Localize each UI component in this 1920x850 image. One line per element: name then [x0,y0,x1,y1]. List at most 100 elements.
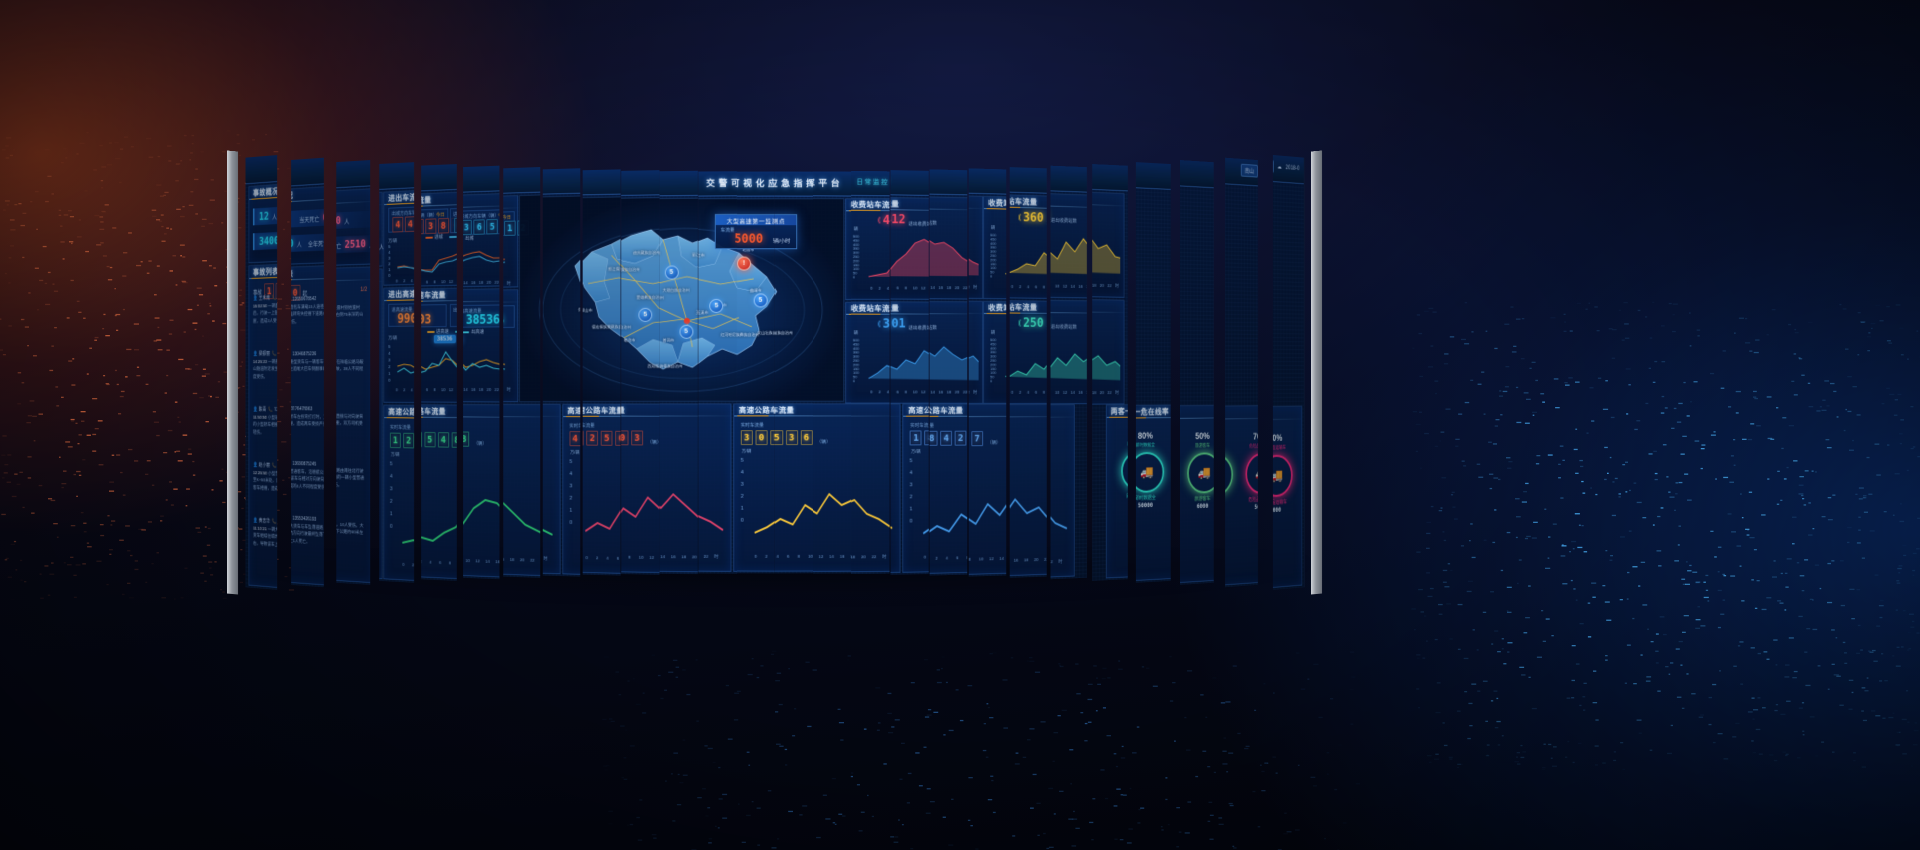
panel-header: 进出高速车流量 [384,286,414,301]
stat-row: 12 人 当天死亡 0 人 [253,203,277,226]
x-tick: 22 [530,558,535,563]
y-tick: 5 [388,344,391,349]
toll-stations-group: 收费站车流量((412进出收费站数辆5004504003503002502001… [582,169,620,176]
map-container[interactable]: 迪庆藏族自治州丽江市怒江傈僳族自治州大理白族自治州昭通市昆明市曲靖市楚雄彝族自治… [621,194,659,402]
map-container[interactable]: 迪庆藏族自治州丽江市怒江傈僳族自治州大理白族自治州昭通市昆明市曲靖市楚雄彝族自治… [698,197,737,401]
digit: 1 [390,433,401,449]
panel-header: 高速公路车流量 [563,405,581,418]
x-tick: 4 [411,278,413,283]
accident-detail: 11:50:50 小型轿车左拐弯打灯时，直接与对向驶来的小型轿车相撞，造成两车受… [253,415,277,439]
dashboard-header: 交警可视化应急指挥平台 日常监控 南山 ☁ 2018-0 [621,170,659,201]
panel-header: 高速公路车流量 [503,404,540,417]
map-marker[interactable]: 5 [638,308,652,322]
panel-highway: 高速公路车流量实时车流量12548（辆）万/辆54321002468101214… [383,405,414,583]
accident-detail: 12:25:50 小型普通客车，沿德航公路由南往北行驶至K+50米处，该车与相对… [336,466,364,490]
dashboard: 交警可视化应急指挥平台 日常监控 南山 ☁ 2018-0 事故概况 12 人 当… [291,158,324,588]
card-value: 38536 [503,314,504,328]
panel-highway-in-out: 进出高速车流量 进高速流量 9903 出高速流量 38536 进高速出高速 万/… [463,288,499,402]
x-tick: 10 [441,387,445,392]
card-label: 进城方向车辆（辆） [453,210,457,218]
panel-highway: 高速公路车流量实时车流量12548（辆）万/辆54321002468101214… [463,404,499,580]
legend-item: 出城 [449,233,457,240]
stat-value2: 0 [336,214,341,227]
y-tick: 0 [570,520,573,526]
y-tick: 4 [388,351,391,356]
highway-chart: 543210 [543,454,556,553]
card-label: 进城方向车辆（辆） [463,212,499,220]
map-marker[interactable]: 5 [709,299,723,313]
panel-header: 高速公路车流量 [660,404,699,416]
toll-stations-group: 收费站车流量((412进出收费站数辆5004504003503002502001… [698,171,737,174]
highway-chart: 543210 [582,455,620,555]
accident-count: 事故 10 起 [253,282,277,299]
card-digits: 44386 [422,218,458,235]
card-label: 进高速流量 [392,306,413,313]
pager[interactable]: 1/2 [360,287,367,293]
digit: 6 [473,219,484,234]
panel-highway: 高速公路车流量实时车流量12548（辆）万/辆54321002468101214… [543,403,560,574]
panel-header: 高速公路车流量 [384,406,414,420]
x-tick: 2 [412,562,414,567]
dashboard-header: 交警可视化应急指挥平台 日常监控 南山 ☁ 2018-0 [379,162,414,195]
x-tick: 22 [494,280,498,285]
highway-chart: 543210 [389,458,414,565]
chart-tooltip: 38536 [434,335,456,344]
digit: 3 [463,220,472,235]
map-container[interactable]: 迪庆藏族自治州丽江市怒江傈僳族自治州大理白族自治州昭通市昆明市曲靖市楚雄彝族自治… [519,186,540,404]
digit: 4 [582,431,583,446]
map-label: 怒江傈僳族自治州 [608,266,621,272]
card-label: 出城方向车辆（辆） [392,209,415,217]
panel-header: 事故列表 [291,265,324,281]
toll-stations-group: 收费站车流量((412进出收费站数辆5004504003503002502001… [291,158,324,163]
accident-detail: 11:50:50 小型轿车左拐弯打灯时，直接与对向驶来的小型轿车相撞，造成两车受… [336,413,364,436]
x-tick: 10 [465,558,469,563]
accident-detail: 14:25:23 一辆重型货车与一辆客车在祥临公路马鞍山隧道附近发生追尾大巴车侧… [291,359,324,381]
map-label: 楚雄彝族自治州 [637,295,660,301]
x-tick: 16 [471,387,475,392]
accident-detail: 11:10:21 一辆大货车与车坠落道路，10人受伤。大货车继续往塌坑方向行驶最… [291,522,324,549]
highways-group: 高速公路车流量实时车流量12548（辆）万/辆54321002468101214… [291,158,324,163]
x-axis-ticks: 0246810121416182022时 [463,289,499,291]
panel-title: 进出高速车流量 [422,290,447,301]
panel-header: 进出车流量 [384,187,414,205]
chart-legend: 进城出城 [463,235,474,243]
digit: 5 [601,431,613,446]
panel-accident-list: 事故列表 事故 10 起 1/2 👤 王禾南 📞 1265967854215:0… [336,266,370,583]
highway-chart: 543210 [463,455,499,557]
panel-header: 事故列表 [379,269,381,284]
stat-row: 12 人 当天死亡 0 人 [379,214,384,234]
y-tick: 3 [390,486,393,492]
x-tick: 2 [596,556,598,561]
dashboard: 交警可视化应急指挥平台 日常监控 南山 ☁ 2018-0 事故概况 12 人 当… [336,160,370,585]
map-marker[interactable]: 5 [680,325,694,339]
x-tick: 20 [692,555,697,560]
digit: 6 [451,218,457,234]
map-label: 西双版纳傣族自治州 [648,364,660,370]
inbound-card: 进城方向车辆（辆） 今日 36512 [463,209,499,235]
map-marker[interactable]: 5 [665,266,679,280]
map-container[interactable]: 迪庆藏族自治州丽江市怒江傈僳族自治州大理白族自治州昭通市昆明市曲靖市楚雄彝族自治… [543,189,581,403]
stat-row: 12 人 当天死亡 0 人 [336,211,370,232]
map-label: 普洱市 [663,338,675,344]
in-out-flow-chart: 543210 [422,241,458,282]
count-label: 事故 [253,287,262,296]
highway-digits: 12548（辆） [390,433,414,450]
count-digits: 10 [264,283,277,300]
accident-contact: 👤 赵小丽 📞 13690875245 [253,462,277,471]
panel-header: 高速公路车流量 [582,405,620,418]
map-label: 德宏傣族景颇族自治州 [592,324,621,330]
x-axis-ticks: 0246810121416182022时 [384,286,414,288]
map-container[interactable]: 迪庆藏族自治州丽江市怒江傈僳族自治州大理白族自治州昭通市昆明市曲靖市楚雄彝族自治… [582,192,620,403]
highways-group: 高速公路车流量实时车流量12548（辆）万/辆54321002468101214… [503,167,540,175]
card-value: 9903 [397,312,414,327]
map-container[interactable]: 迪庆藏族自治州丽江市怒江傈僳族自治州大理白族自治州昭通市昆明市曲靖市楚雄彝族自治… [660,196,699,402]
accident-detail: 15:02:50 一辆面包车满载15人途径雷村别姓宽村后，行驶一上猛转弯失控撞下… [291,303,324,327]
map-label: 昆明市 [715,303,727,309]
stat-row: 3400 人 全年死亡 2510 人 [336,235,370,255]
legend-item: 出高速 [455,328,457,335]
panel-in-out-flow: 进出车流量 出城方向车辆（辆） 今日 44386 进城方向车辆（辆） 今日 36… [422,190,458,287]
panel-title: 高速公路车流量 [422,406,447,417]
digit: 5 [486,219,497,235]
map-label: 德宏傣族景颇族自治州 [621,325,631,331]
map-label: 西双版纳傣族自治州 [660,364,683,370]
